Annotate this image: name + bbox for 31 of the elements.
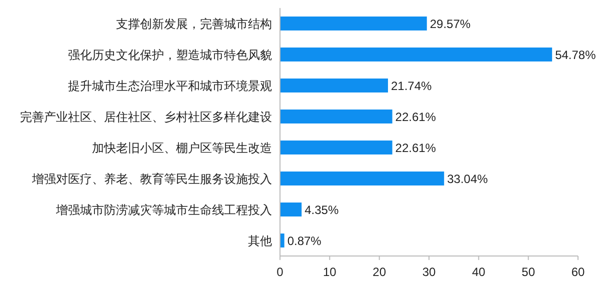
- data-label: 4.35%: [304, 203, 339, 217]
- bar: [280, 234, 284, 248]
- bar: [280, 140, 392, 154]
- x-tick-label: 0: [276, 265, 284, 279]
- bar: [280, 172, 444, 186]
- data-label: 0.87%: [287, 234, 322, 248]
- y-tick-label: 加快老旧小区、棚户区等民生改造: [92, 141, 272, 155]
- x-tick-label: 20: [372, 265, 386, 279]
- y-tick-label: 增强对医疗、养老、教育等民生服务设施投入: [31, 172, 272, 186]
- y-tick-label: 增强城市防涝减灾等城市生命线工程投入: [55, 203, 272, 217]
- bar: [280, 48, 552, 62]
- x-tick-label: 10: [322, 265, 337, 279]
- y-tick-label: 强化历史文化保护，塑造城市特色风貌: [68, 48, 272, 62]
- x-tick-label: 60: [571, 265, 585, 279]
- data-label: 22.61%: [395, 110, 436, 124]
- bar: [280, 202, 302, 216]
- data-label: 22.61%: [395, 141, 436, 155]
- data-label: 33.04%: [447, 172, 488, 186]
- bar: [280, 110, 392, 124]
- bar: [280, 78, 388, 92]
- y-tick-label: 其他: [248, 234, 272, 248]
- x-tick-label: 30: [422, 265, 436, 279]
- data-label: 54.78%: [555, 48, 596, 62]
- x-tick-label: 40: [472, 265, 486, 279]
- data-label: 29.57%: [430, 17, 471, 31]
- y-tick-label: 支撑创新发展，完善城市结构: [116, 17, 272, 31]
- y-tick-label: 完善产业社区、居住社区、乡村社区多样化建设: [20, 110, 272, 124]
- y-tick-label: 提升城市生态治理水平和城市环境景观: [68, 79, 272, 93]
- x-tick-label: 50: [522, 265, 536, 279]
- bar: [280, 16, 427, 30]
- data-label: 21.74%: [390, 79, 432, 93]
